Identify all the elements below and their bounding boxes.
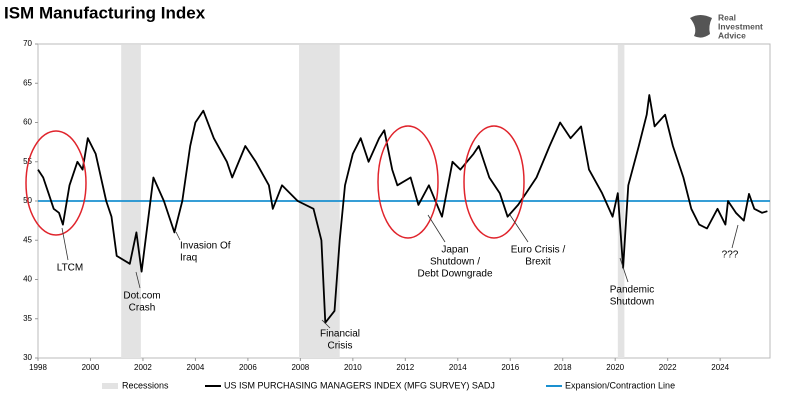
y-tick-label: 65: [23, 78, 32, 87]
annotation: Shutdown: [610, 297, 654, 308]
x-tick-label: 2016: [501, 363, 519, 372]
annotation: Shutdown /: [430, 257, 480, 268]
annotation: Crisis: [328, 341, 353, 352]
x-tick-label: 2008: [291, 363, 309, 372]
y-tick-label: 70: [23, 39, 32, 48]
annotation: Financial: [320, 329, 360, 340]
x-tick-label: 2018: [554, 363, 572, 372]
annotation: Pandemic: [610, 285, 654, 296]
x-tick-label: 2014: [449, 363, 467, 372]
logo-text: Investment: [718, 21, 763, 31]
annotation: ???: [722, 250, 739, 261]
y-tick-label: 60: [23, 118, 32, 127]
logo-text: Real: [718, 12, 736, 22]
x-tick-label: 2006: [239, 363, 257, 372]
y-tick-label: 55: [23, 157, 32, 166]
y-tick-label: 35: [23, 314, 32, 323]
y-tick-label: 45: [23, 235, 32, 244]
annotation: Iraq: [180, 253, 197, 264]
x-tick-label: 2012: [396, 363, 414, 372]
leader-line: [175, 231, 181, 241]
x-tick-label: 2002: [134, 363, 152, 372]
chart-title: ISM Manufacturing Index: [4, 3, 206, 22]
x-tick-label: 2020: [606, 363, 624, 372]
legend-swatch: [102, 383, 118, 389]
legend-label: Recessions: [122, 380, 169, 390]
highlight-circle: [377, 125, 439, 239]
x-tick-label: 2010: [344, 363, 362, 372]
leader-line: [731, 224, 739, 249]
highlight-circle: [463, 125, 525, 239]
y-tick-label: 30: [23, 353, 32, 362]
annotation: Japan: [441, 245, 468, 256]
leader-line: [61, 227, 69, 261]
leader-line: [135, 271, 141, 289]
annotation: Dot.com: [123, 291, 160, 302]
leader-line: [509, 214, 529, 243]
x-tick-label: 1998: [29, 363, 47, 372]
leader-line: [321, 319, 331, 329]
x-tick-label: 2004: [187, 363, 205, 372]
x-tick-label: 2024: [711, 363, 729, 372]
annotation: Invasion Of: [180, 241, 231, 252]
annotation: LTCM: [57, 263, 83, 274]
logo-text: Advice: [718, 30, 746, 40]
legend-label: US ISM PURCHASING MANAGERS INDEX (MFG SU…: [224, 380, 495, 390]
x-tick-label: 2000: [82, 363, 100, 372]
leader-line: [427, 214, 446, 243]
annotation: Debt Downgrade: [417, 269, 492, 280]
y-tick-label: 40: [23, 275, 32, 284]
highlight-circle: [25, 130, 87, 236]
legend-label: Expansion/Contraction Line: [565, 380, 675, 390]
annotation: Euro Crisis /: [511, 245, 566, 256]
series-line: [37, 94, 768, 324]
annotation: Crash: [129, 303, 156, 314]
leader-line: [619, 257, 629, 283]
logo-icon: [690, 15, 712, 38]
annotation: Brexit: [525, 257, 551, 268]
x-tick-label: 2022: [659, 363, 677, 372]
